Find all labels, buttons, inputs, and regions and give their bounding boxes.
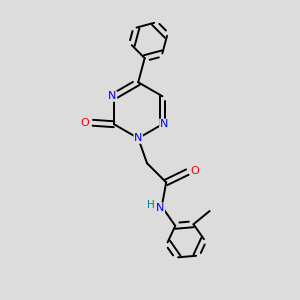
- Text: N: N: [156, 203, 164, 213]
- Text: O: O: [80, 118, 89, 128]
- Text: N: N: [134, 133, 142, 143]
- Text: O: O: [190, 166, 199, 176]
- Text: N: N: [108, 91, 117, 101]
- Text: H: H: [147, 200, 154, 210]
- Text: N: N: [160, 119, 168, 129]
